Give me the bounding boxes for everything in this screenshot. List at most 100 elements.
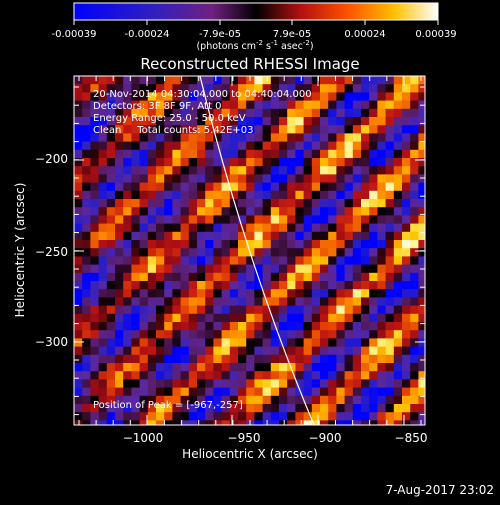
- image-pixel: [90, 264, 99, 274]
- image-pixel: [410, 158, 419, 167]
- image-pixel: [98, 125, 108, 134]
- image-pixel: [344, 313, 354, 323]
- image-pixel: [369, 174, 378, 183]
- image-pixel: [131, 346, 140, 356]
- image-pixel: [115, 313, 124, 323]
- image-pixel: [188, 264, 198, 274]
- image-pixel: [147, 92, 157, 101]
- image-pixel: [262, 215, 272, 224]
- image-pixel: [98, 289, 108, 298]
- image-pixel: [123, 248, 132, 257]
- image-pixel: [295, 223, 304, 233]
- image-pixel: [98, 190, 108, 200]
- image-pixel: [393, 174, 403, 183]
- image-pixel: [344, 264, 354, 274]
- image-pixel: [115, 363, 124, 372]
- image-pixel: [385, 231, 395, 241]
- image-pixel: [336, 395, 345, 405]
- image-pixel: [180, 395, 190, 405]
- image-pixel: [188, 100, 198, 110]
- image-pixel: [156, 338, 165, 347]
- image-pixel: [344, 322, 354, 331]
- image-pixel: [311, 395, 321, 405]
- image-pixel: [131, 297, 140, 306]
- image-pixel: [213, 223, 222, 233]
- image-pixel: [98, 313, 108, 323]
- image-pixel: [344, 190, 354, 200]
- image-pixel: [205, 117, 214, 126]
- image-pixel: [106, 223, 116, 233]
- image-pixel: [320, 330, 329, 339]
- image-pixel: [344, 207, 354, 216]
- image-pixel: [180, 322, 190, 331]
- image-pixel: [123, 281, 132, 290]
- image-pixel: [139, 256, 149, 265]
- image-pixel: [418, 379, 425, 388]
- image-pixel: [287, 363, 296, 372]
- image-pixel: [164, 231, 173, 241]
- image-pixel: [188, 117, 198, 126]
- image-pixel: [98, 84, 108, 93]
- image-pixel: [393, 297, 403, 306]
- image-pixel: [270, 92, 280, 101]
- image-pixel: [229, 305, 239, 315]
- image-pixel: [180, 84, 190, 93]
- image-pixel: [238, 117, 247, 126]
- image-pixel: [402, 387, 411, 397]
- image-pixel: [336, 174, 345, 183]
- image-pixel: [270, 141, 280, 151]
- image-pixel: [164, 248, 173, 257]
- image-pixel: [279, 207, 288, 216]
- image-pixel: [279, 346, 288, 356]
- image-pixel: [352, 133, 362, 142]
- image-pixel: [303, 346, 313, 356]
- image-pixel: [180, 199, 190, 208]
- image-pixel: [147, 330, 157, 339]
- image-pixel: [262, 404, 272, 413]
- image-pixel: [74, 125, 83, 134]
- image-pixel: [205, 149, 214, 159]
- image-pixel: [229, 166, 239, 175]
- image-pixel: [123, 346, 132, 356]
- image-pixel: [418, 174, 425, 183]
- image-pixel: [188, 133, 198, 142]
- image-pixel: [402, 199, 411, 208]
- image-pixel: [90, 182, 99, 192]
- image-pixel: [139, 338, 149, 347]
- image-pixel: [369, 371, 378, 380]
- image-pixel: [270, 281, 280, 290]
- image-pixel: [418, 207, 425, 216]
- image-pixel: [410, 166, 419, 175]
- image-pixel: [303, 231, 313, 241]
- image-pixel: [205, 404, 214, 413]
- image-pixel: [385, 158, 395, 167]
- image-pixel: [106, 207, 116, 216]
- image-pixel: [229, 338, 239, 347]
- image-pixel: [418, 346, 425, 356]
- image-pixel: [287, 215, 296, 224]
- image-pixel: [410, 338, 419, 347]
- image-pixel: [311, 158, 321, 167]
- image-pixel: [262, 190, 272, 200]
- image-pixel: [164, 182, 173, 192]
- image-pixel: [336, 190, 345, 200]
- image-pixel: [172, 305, 181, 315]
- image-pixel: [74, 133, 83, 142]
- image-pixel: [320, 420, 329, 425]
- image-pixel: [238, 149, 247, 159]
- image-pixel: [147, 215, 157, 224]
- image-pixel: [106, 256, 116, 265]
- image-pixel: [180, 158, 190, 167]
- colorbar-ticks: [73, 20, 439, 25]
- image-pixel: [303, 240, 313, 249]
- image-pixel: [131, 272, 140, 282]
- image-pixel: [229, 158, 239, 167]
- image-pixel: [147, 371, 157, 380]
- image-pixel: [410, 379, 419, 388]
- image-pixel: [180, 117, 190, 126]
- image-pixel: [246, 330, 255, 339]
- image-pixel: [287, 149, 296, 159]
- image-pixel: [74, 117, 83, 126]
- image-pixel: [385, 190, 395, 200]
- image-pixel: [74, 231, 83, 241]
